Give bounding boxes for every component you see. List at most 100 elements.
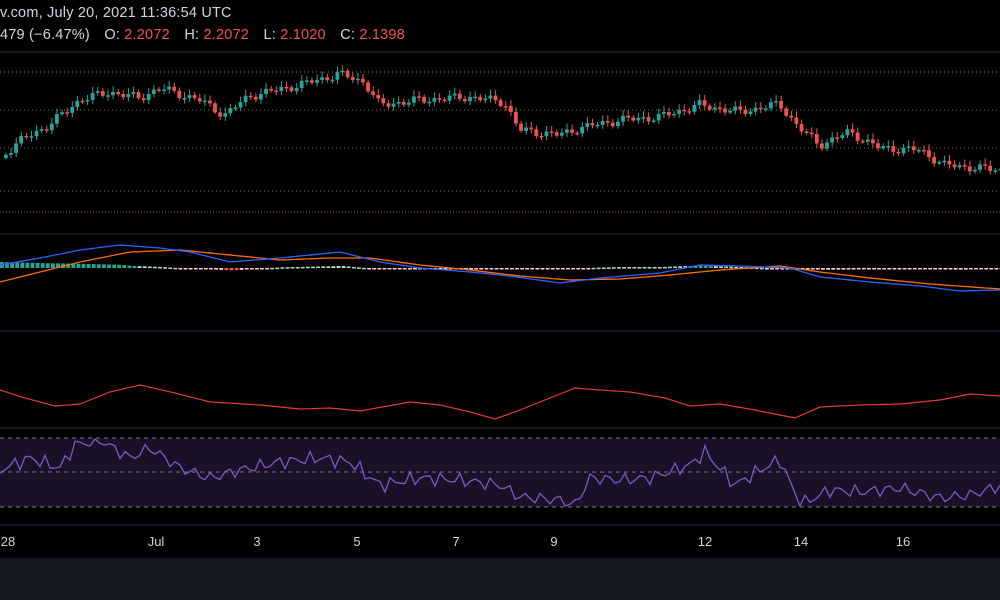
candle (391, 103, 396, 107)
histogram-bar (596, 267, 601, 270)
histogram-bar (831, 268, 836, 270)
candle (830, 137, 834, 143)
high-value: 2.2072 (203, 27, 250, 43)
histogram-bar (770, 268, 774, 270)
candlestick-series (4, 65, 1000, 176)
histogram-bar (550, 268, 555, 270)
histogram-bar (163, 267, 167, 269)
histogram-bar (15, 262, 20, 268)
candle (973, 169, 977, 172)
histogram-bar (673, 266, 677, 268)
candle (19, 135, 24, 144)
candle (80, 100, 85, 103)
candle (524, 127, 528, 131)
histogram-bar (102, 264, 106, 268)
histogram-bar (234, 268, 239, 271)
candle (508, 106, 513, 112)
candle (457, 93, 462, 100)
candle (809, 132, 814, 135)
histogram-bar (499, 268, 504, 270)
candle (274, 90, 279, 93)
histogram-bar (775, 268, 779, 270)
candle (95, 91, 100, 93)
histogram-bar (856, 268, 861, 270)
histogram-bar (729, 266, 734, 269)
candle (9, 152, 13, 155)
histogram-bar (872, 268, 876, 270)
candle (463, 99, 467, 102)
histogram-bar (316, 266, 320, 269)
candle (355, 78, 360, 81)
candle (580, 126, 585, 134)
histogram-bar (66, 263, 71, 268)
candle (677, 109, 681, 114)
histogram-bar (336, 266, 341, 268)
histogram-bar (214, 268, 218, 270)
histogram-bar (540, 268, 545, 270)
histogram-bar (10, 262, 14, 268)
candle (116, 91, 120, 95)
candle (631, 117, 636, 121)
candle (151, 89, 156, 94)
histogram-bar (397, 268, 402, 270)
histogram-bar (346, 266, 351, 268)
candle (865, 139, 870, 142)
candle (177, 90, 182, 99)
candle (34, 130, 39, 137)
candle (840, 135, 845, 138)
candle (646, 117, 651, 122)
histogram-bar (555, 268, 560, 270)
candle (988, 165, 993, 171)
change-value: 479 (0, 27, 25, 43)
histogram-bar (173, 267, 178, 270)
candle (503, 106, 508, 108)
candle (299, 80, 304, 89)
candle (667, 111, 671, 116)
histogram-bar (821, 268, 825, 270)
candle (983, 164, 987, 166)
histogram-bar (132, 265, 137, 268)
histogram-bar (367, 268, 371, 270)
histogram-bar (969, 268, 973, 270)
histogram-bar (693, 265, 698, 268)
time-label: 7 (452, 534, 460, 549)
histogram-bar (545, 268, 550, 270)
histogram-bar (974, 268, 978, 270)
candle (906, 146, 911, 148)
candle (39, 129, 44, 131)
candle (514, 111, 518, 124)
histogram-bar (326, 266, 331, 268)
histogram-bar (204, 268, 208, 270)
histogram-bar (622, 267, 626, 269)
histogram-bar (601, 267, 606, 269)
candle (146, 93, 151, 101)
candle (891, 146, 896, 152)
histogram-bar (270, 267, 275, 270)
histogram-bar (198, 268, 203, 270)
candle (49, 123, 54, 131)
histogram-bar (20, 262, 25, 268)
candle (753, 107, 758, 112)
histogram-bar (912, 268, 917, 270)
candle (804, 131, 809, 134)
candle (554, 132, 559, 136)
candle (106, 95, 110, 97)
candle (340, 70, 345, 73)
candle (697, 100, 702, 105)
histogram-bar (851, 268, 856, 270)
histogram-bar (91, 264, 96, 268)
histogram-bar (413, 268, 417, 270)
candle (202, 100, 207, 103)
histogram-bar (71, 263, 76, 268)
histogram-bar (35, 262, 40, 268)
time-label: 12 (697, 534, 713, 549)
histogram-bar (193, 268, 198, 270)
time-axis[interactable]: 28 Jul 3 5 7 9 12 14 16 (0, 526, 1000, 558)
histogram-bar (117, 264, 122, 268)
candle (248, 95, 253, 98)
candle (881, 146, 885, 149)
candle (121, 94, 126, 98)
candle (243, 95, 248, 103)
candle (228, 108, 233, 114)
